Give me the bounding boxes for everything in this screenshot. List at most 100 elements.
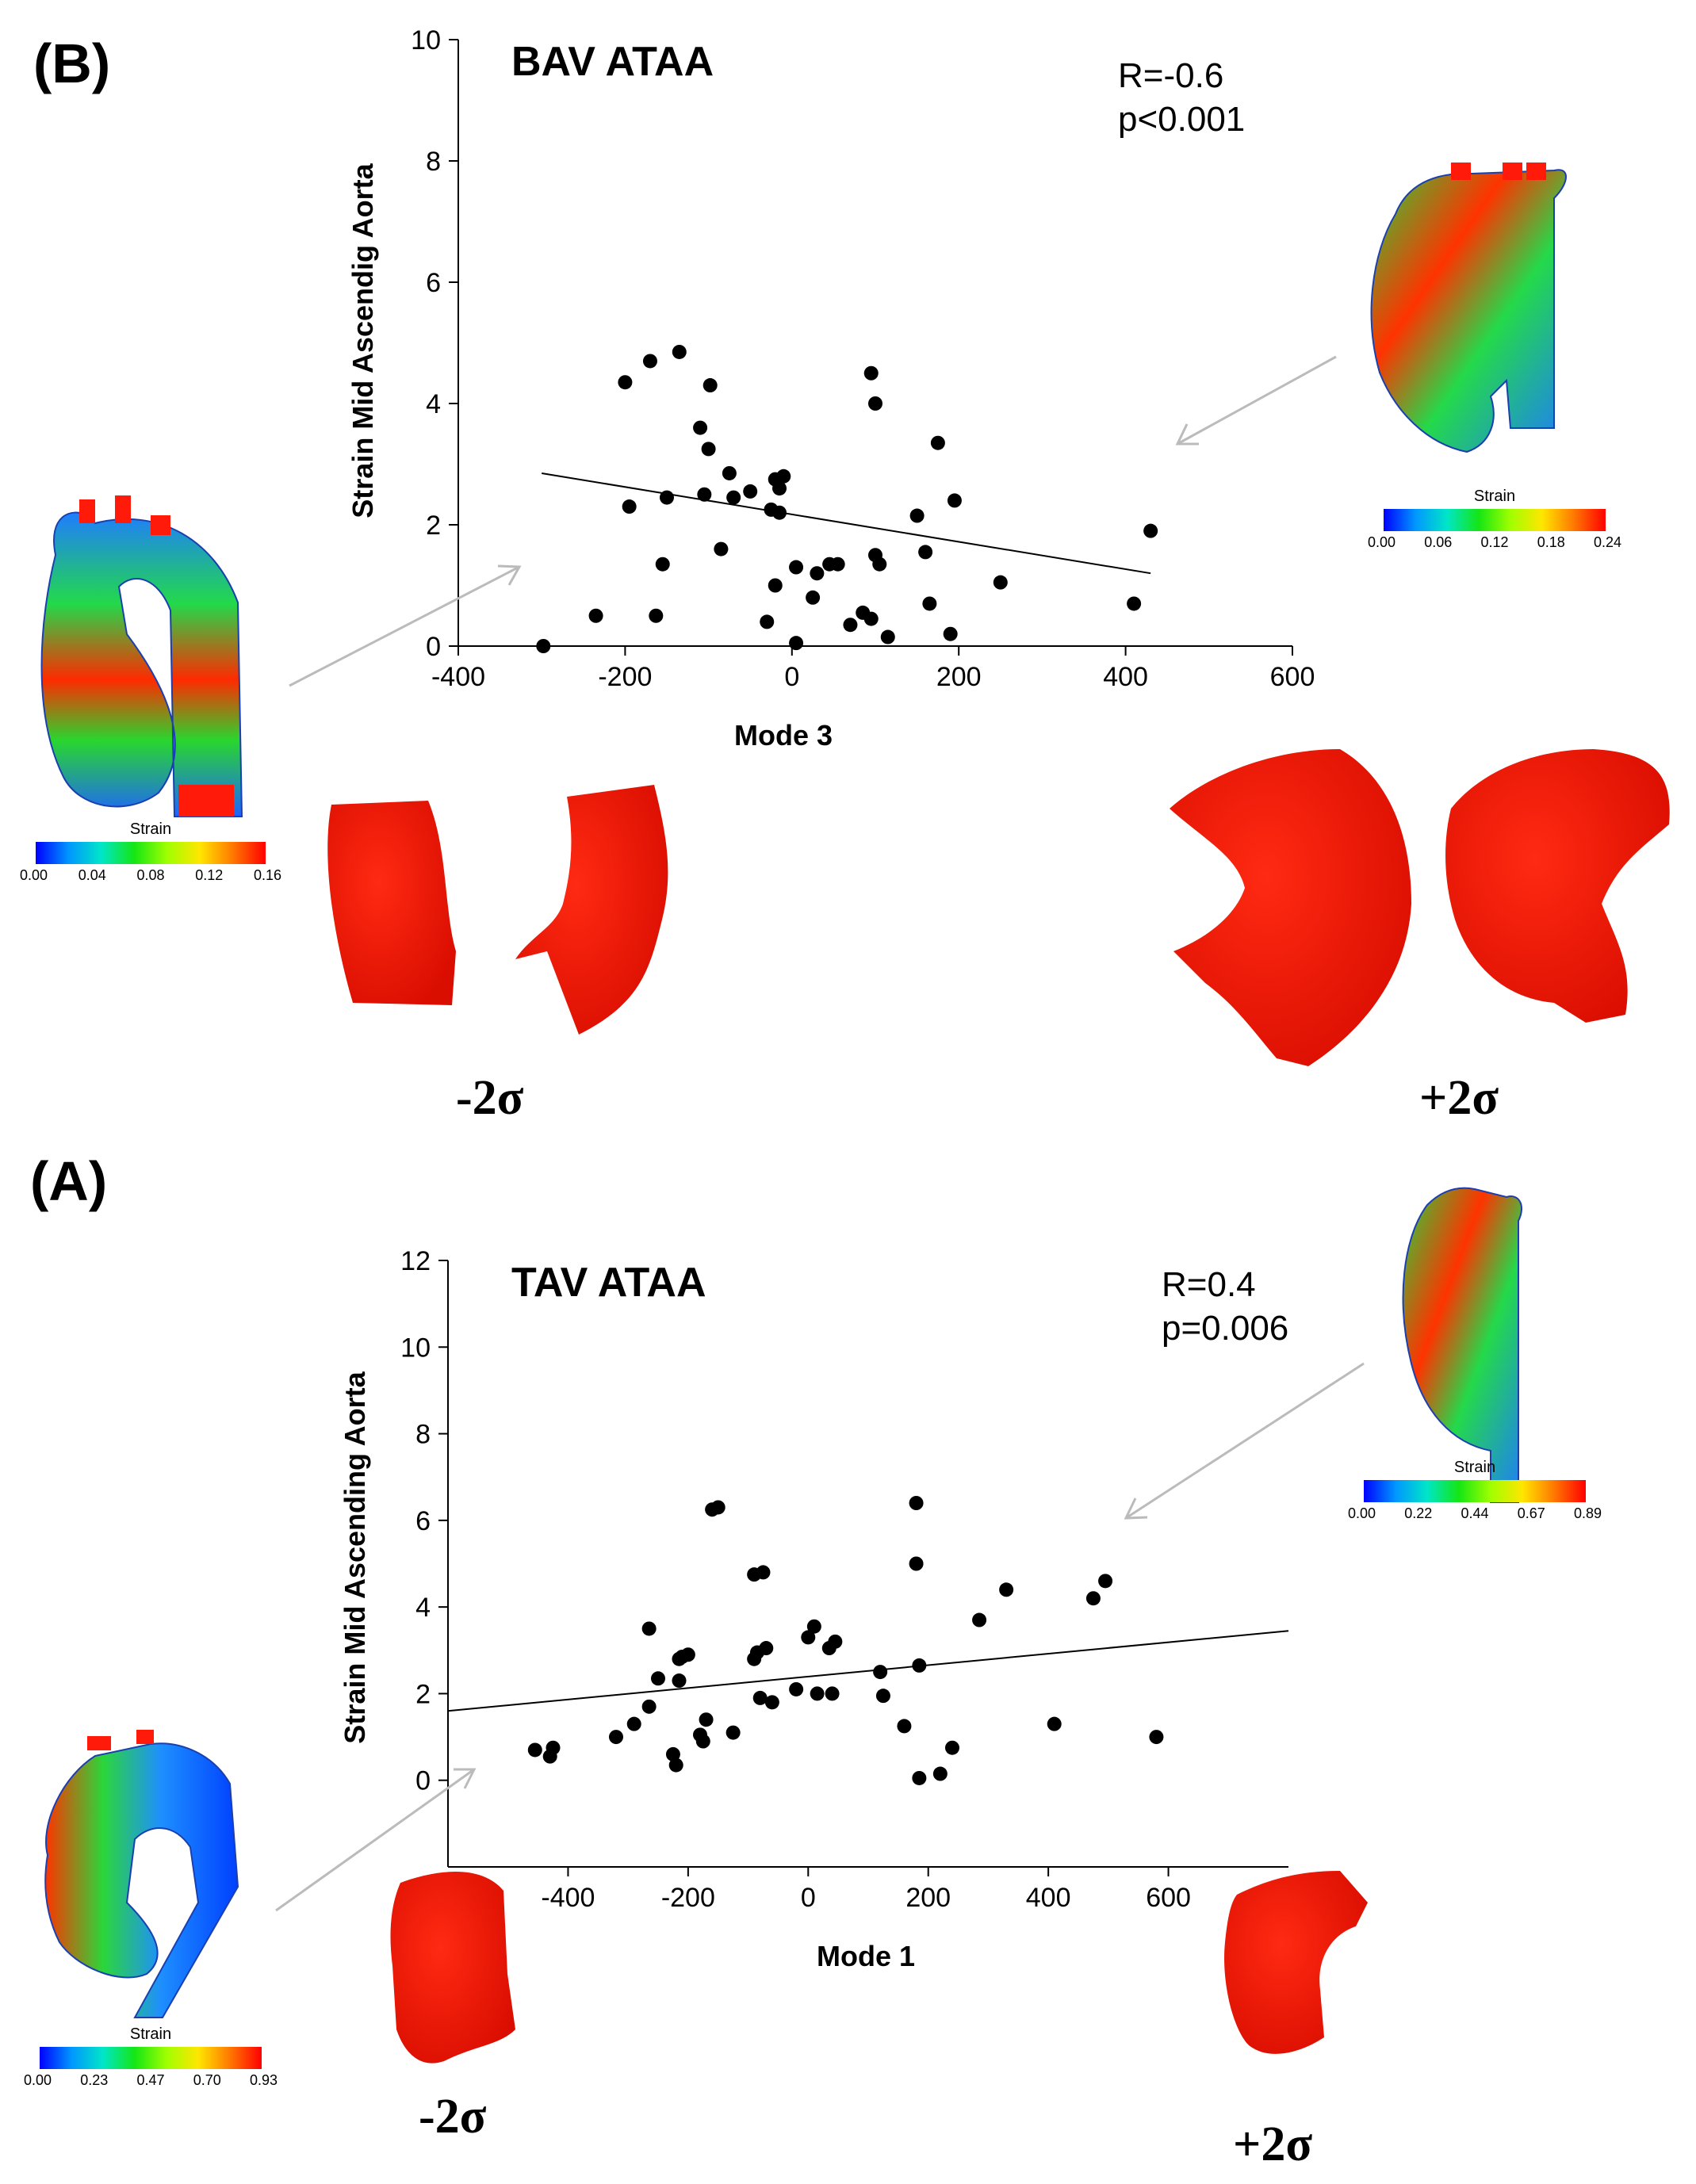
- data-point: [725, 1725, 741, 1740]
- chart-bav-ataa: 0 2 4 6 8 10 -400 -200 0 200 400 600 BAV ATAA R=-0.…: [346, 25, 1315, 752]
- data-point: [536, 639, 551, 653]
- shape-bav-plus-left: [1170, 749, 1411, 1066]
- shape-bav-minus-left: [327, 801, 456, 1005]
- data-point: [764, 1695, 779, 1710]
- chart-tav-r-value: R=0.4: [1162, 1265, 1256, 1304]
- data-point: [649, 608, 664, 623]
- data-point: [760, 614, 775, 629]
- data-point: [873, 1665, 888, 1680]
- colorbar-title: Strain: [1453, 1459, 1496, 1476]
- colorbar-tick: 0.00: [1368, 534, 1396, 550]
- data-point: [806, 590, 821, 605]
- colorbar-tick: 0.23: [80, 2072, 109, 2088]
- x-tick-label: -200: [661, 1883, 715, 1913]
- chart-bav-ylabel: Strain Mid Ascendig Aorta: [346, 163, 379, 518]
- data-point: [999, 1582, 1014, 1597]
- data-point: [918, 545, 933, 560]
- y-tick-label: 8: [426, 147, 441, 177]
- data-point: [672, 344, 687, 359]
- data-point: [868, 396, 882, 411]
- chart-bav-title: BAV ATAA: [511, 39, 714, 85]
- arrow-tav-left: [275, 1768, 477, 1912]
- colorbar-title: Strain: [129, 820, 172, 838]
- chart-tav-p-value: p=0.006: [1162, 1309, 1288, 1348]
- data-point: [699, 1712, 714, 1727]
- colorbar-tick: 0.70: [193, 2072, 221, 2088]
- panel-label-a: (A): [30, 1150, 108, 1212]
- chart-tav-ataa: 0 2 4 6 8 10 12 -400 -200 0 200 400 600 TAV ATAA R=0…: [339, 1246, 1288, 1972]
- colorbar-gradient: [1384, 509, 1606, 531]
- colorbar-tick: 0.12: [195, 867, 224, 883]
- data-point: [875, 1689, 890, 1704]
- x-tick-label: 0: [784, 662, 799, 692]
- colorbar-tick: 0.22: [1404, 1505, 1433, 1521]
- y-tick-label: 6: [415, 1506, 431, 1536]
- aorta-render-bav-plus: [1370, 163, 1567, 453]
- data-point: [1127, 596, 1142, 611]
- shape-tav-minus: [390, 1872, 515, 2064]
- chart-bav-points: [536, 344, 1158, 653]
- data-point: [703, 378, 718, 393]
- chart-bav-axes: 0 2 4 6 8 10 -400 -200 0 200 400 600: [411, 25, 1315, 692]
- data-point: [1047, 1716, 1062, 1731]
- data-point: [897, 1719, 912, 1734]
- colorbar-tick: 0.24: [1593, 534, 1621, 550]
- x-tick-label: 200: [905, 1883, 951, 1913]
- colorbar-bav-plus: Strain 0.00 0.06 0.12 0.18 0.24: [1368, 488, 1621, 551]
- data-point: [680, 1647, 695, 1662]
- colorbar-tick: 0.06: [1424, 534, 1453, 550]
- chart-bav-xlabel: Mode 3: [734, 719, 833, 752]
- data-point: [743, 484, 758, 499]
- sigma-label-tav-minus: -2σ: [419, 2090, 487, 2144]
- regression-line: [447, 1630, 1289, 1712]
- y-tick-label: 4: [415, 1593, 431, 1623]
- colorbar-tick: 0.93: [249, 2072, 278, 2088]
- data-point: [1085, 1591, 1101, 1606]
- data-point: [752, 1690, 768, 1705]
- data-point: [701, 442, 716, 457]
- data-point: [922, 596, 937, 611]
- data-point: [660, 490, 674, 505]
- y-tick-label: 0: [426, 632, 441, 662]
- data-point: [527, 1742, 542, 1758]
- sigma-label-tav-plus: +2σ: [1233, 2117, 1313, 2171]
- data-point: [843, 618, 858, 633]
- data-point: [947, 493, 962, 508]
- x-tick-label: 600: [1146, 1883, 1191, 1913]
- data-point: [697, 487, 712, 502]
- colorbar-tick: 0.00: [20, 867, 48, 883]
- data-point: [943, 626, 958, 641]
- x-tick-label: -200: [598, 662, 652, 692]
- data-point: [912, 1770, 927, 1785]
- colorbar-tick: 0.16: [253, 867, 281, 883]
- y-tick-label: 2: [426, 511, 441, 541]
- data-point: [651, 1671, 665, 1686]
- data-point: [1143, 523, 1158, 538]
- data-point: [655, 557, 670, 572]
- data-point: [945, 1740, 959, 1755]
- shape-tav-plus: [1224, 1871, 1368, 2054]
- data-point: [872, 557, 887, 572]
- data-point: [830, 557, 845, 572]
- chart-tav-ylabel: Strain Mid Ascending Aorta: [339, 1371, 371, 1743]
- sigma-label-bav-minus: -2σ: [456, 1071, 524, 1125]
- pointer-arrows: [275, 355, 1365, 1912]
- data-point: [705, 1502, 720, 1517]
- y-tick-label: 8: [415, 1420, 431, 1450]
- x-tick-label: 600: [1270, 662, 1315, 692]
- sigma-label-bav-plus: +2σ: [1419, 1071, 1499, 1125]
- data-point: [759, 1641, 774, 1656]
- shape-bav-minus-right: [515, 785, 668, 1035]
- shape-bav-plus-right: [1445, 749, 1670, 1023]
- data-point: [909, 1556, 924, 1571]
- chart-bav-p-value: p<0.001: [1118, 100, 1245, 139]
- data-point: [642, 354, 657, 369]
- data-point: [828, 1634, 843, 1649]
- arrow-bav-right: [1175, 355, 1337, 446]
- colorbar-tick: 0.89: [1573, 1505, 1602, 1521]
- data-point: [618, 375, 633, 390]
- x-tick-label: -400: [431, 662, 485, 692]
- chart-tav-points: [527, 1496, 1164, 1785]
- data-point: [810, 566, 825, 581]
- data-point: [993, 575, 1008, 590]
